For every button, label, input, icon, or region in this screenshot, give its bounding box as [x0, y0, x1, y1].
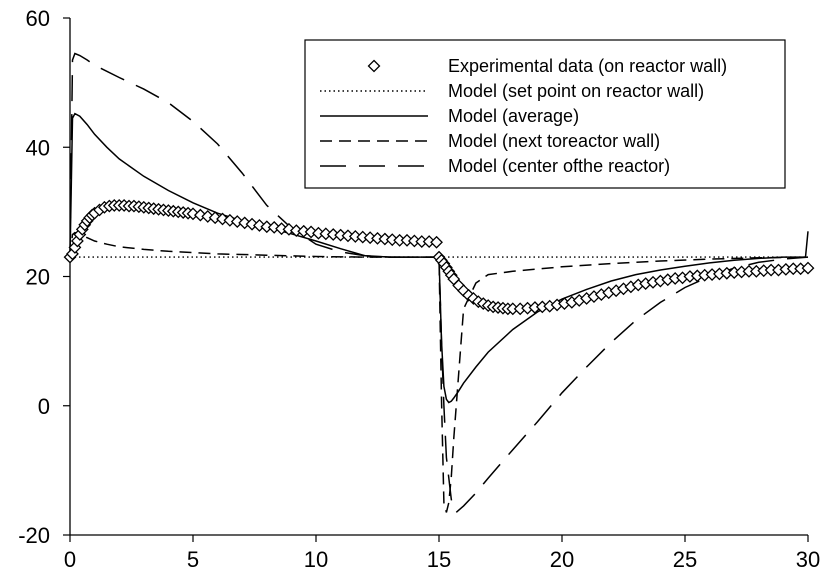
- data-point: [245, 217, 259, 231]
- legend-entry: Model (center ofthe reactor): [320, 156, 670, 176]
- x-tick-label: 20: [550, 547, 574, 572]
- x-tick-label: 10: [304, 547, 328, 572]
- series-line-long-dash: [69, 52, 809, 514]
- y-tick-label: 40: [26, 135, 50, 160]
- legend-entry: Model (next toreactor wall): [320, 131, 660, 151]
- legend-label: Model (set point on reactor wall): [448, 81, 704, 101]
- x-tick-label: 15: [427, 547, 451, 572]
- legend-entry: Model (set point on reactor wall): [320, 81, 704, 101]
- y-tick-label: 0: [38, 394, 50, 419]
- y-tick-label: -20: [18, 523, 50, 548]
- x-tick-label: 30: [796, 547, 820, 572]
- y-tick-label: 60: [26, 6, 50, 31]
- legend-entry: Model (average): [320, 106, 579, 126]
- series-line-short-dash: [69, 231, 809, 513]
- legend-box: [304, 39, 786, 189]
- legend-label: Model (next toreactor wall): [448, 131, 660, 151]
- legend-entry: Experimental data (on reactor wall): [367, 56, 727, 76]
- x-tick-label: 0: [64, 547, 76, 572]
- axes: 0 5 10 15 20 25 30 -20 0 20 40 60: [18, 6, 820, 572]
- legend-label: Model (average): [448, 106, 579, 126]
- x-tick-label: 25: [673, 547, 697, 572]
- data-point: [430, 235, 443, 249]
- series-line-solid: [69, 112, 809, 404]
- plot-area: [63, 52, 815, 514]
- data-point: [201, 209, 215, 223]
- legend-label: Experimental data (on reactor wall): [448, 56, 727, 76]
- series-experimental-data: [63, 198, 815, 316]
- legend: Experimental data (on reactor wall) Model…: [304, 39, 786, 189]
- data-point: [282, 222, 296, 236]
- y-tick-label: 20: [26, 265, 50, 290]
- data-point: [304, 225, 318, 239]
- data-point: [801, 261, 815, 275]
- x-tick-label: 5: [187, 547, 199, 572]
- legend-label: Model (center ofthe reactor): [448, 156, 670, 176]
- data-point: [186, 207, 200, 221]
- data-point: [230, 215, 244, 228]
- data-point: [216, 212, 229, 226]
- legend-swatch-marker: [367, 59, 381, 73]
